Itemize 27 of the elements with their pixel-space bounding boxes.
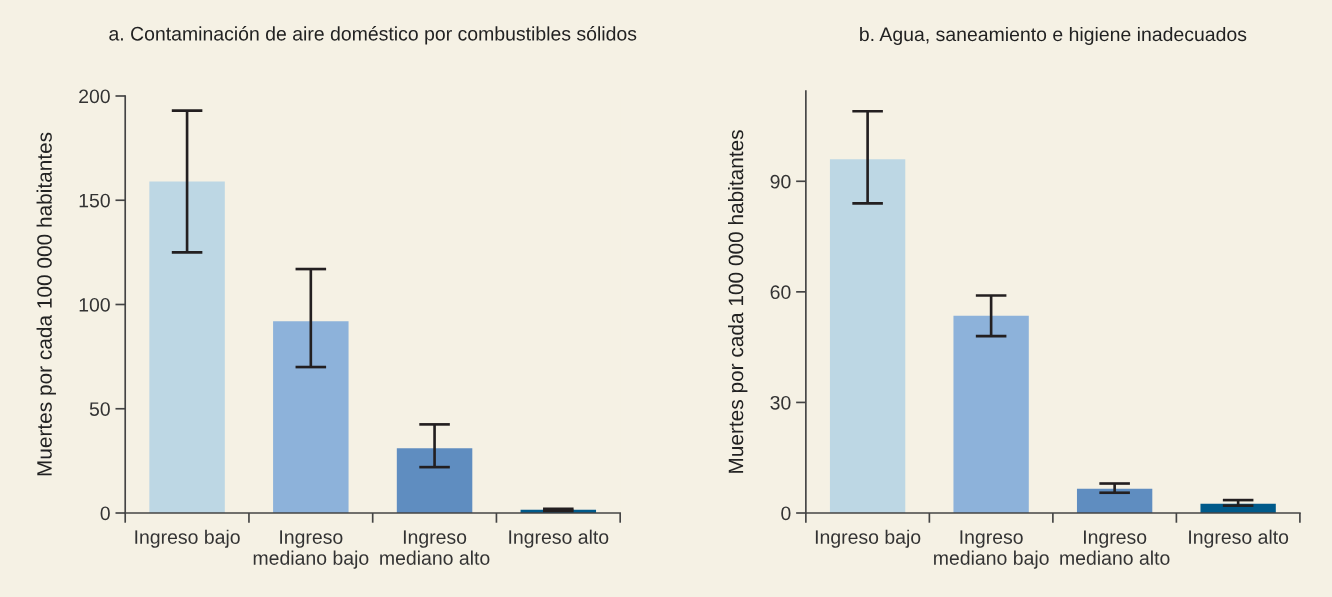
- x-tick-label: Ingreso mediano bajo: [934, 530, 1049, 569]
- y-tick-label: 50: [89, 402, 110, 416]
- y-tick-label: 60: [770, 285, 791, 300]
- y-tick-label: 30: [770, 395, 791, 410]
- x-tick-label: Ingreso alto: [1189, 529, 1289, 548]
- y-axis-title: Muertes por cada 100 000 habitantes: [36, 132, 56, 476]
- x-tick-label: Ingreso bajo: [815, 529, 921, 548]
- bar: [273, 321, 349, 513]
- bar: [953, 315, 1029, 513]
- y-tick-label: 200: [79, 89, 110, 104]
- x-tick-label: Ingreso mediano alto: [380, 530, 490, 565]
- y-tick-label: 0: [781, 506, 791, 521]
- y-tick-label: 0: [100, 506, 110, 521]
- bar: [149, 181, 225, 513]
- x-tick-label: Ingreso alto: [509, 529, 609, 548]
- x-tick-label: Ingreso mediano alto: [1060, 530, 1170, 565]
- x-tick-label: Ingreso mediano bajo: [253, 530, 369, 569]
- y-axis-title: Muertes por cada 100 000 habitantes: [728, 130, 748, 473]
- chart-title: a. Contaminación de aire doméstico por combustibles sólidos: [109, 26, 637, 45]
- x-tick-label: Ingreso bajo: [135, 529, 240, 548]
- y-tick-label: 150: [79, 193, 110, 208]
- chart-title: b. Agua, saneamiento e higiene inadecuados: [860, 26, 1247, 46]
- bar: [1076, 488, 1153, 513]
- y-tick-label: 90: [770, 174, 791, 189]
- y-tick-label: 100: [79, 297, 110, 312]
- bar: [396, 448, 473, 513]
- bar: [829, 159, 906, 513]
